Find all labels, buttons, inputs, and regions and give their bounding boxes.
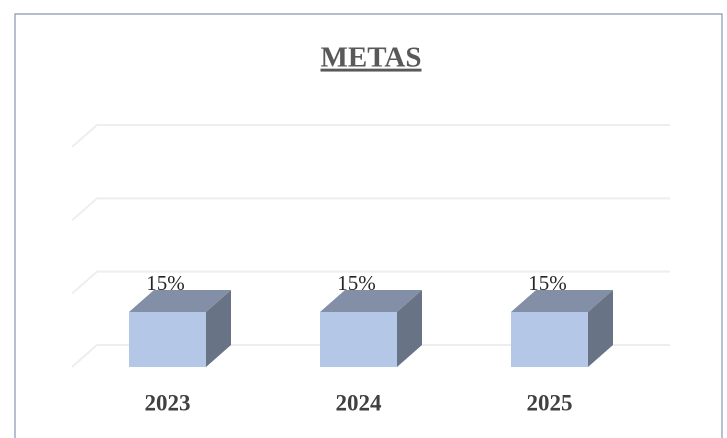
x-tick-label: 2023 bbox=[145, 390, 191, 415]
bar bbox=[511, 290, 613, 367]
grid-line bbox=[71, 270, 670, 295]
bar bbox=[320, 290, 422, 367]
bar-front bbox=[511, 312, 588, 367]
bar-front bbox=[320, 312, 397, 367]
bar-top bbox=[129, 290, 231, 312]
x-tick-label: 2025 bbox=[527, 390, 573, 415]
grid-line bbox=[71, 197, 670, 222]
value-label: 15% bbox=[146, 271, 185, 295]
bar-top bbox=[320, 290, 422, 312]
value-label: 15% bbox=[337, 271, 376, 295]
value-label: 15% bbox=[528, 271, 567, 295]
grid-line bbox=[71, 124, 670, 148]
bar-top bbox=[511, 290, 613, 312]
bar-side bbox=[397, 290, 422, 367]
x-tick-label: 2024 bbox=[336, 390, 383, 415]
grid-line bbox=[71, 344, 670, 368]
bar-side bbox=[206, 290, 231, 367]
bar-front bbox=[129, 312, 206, 367]
bar bbox=[129, 290, 231, 367]
bar-side bbox=[588, 290, 613, 367]
chart-border bbox=[14, 13, 723, 438]
chart-title: METAS bbox=[321, 42, 422, 74]
